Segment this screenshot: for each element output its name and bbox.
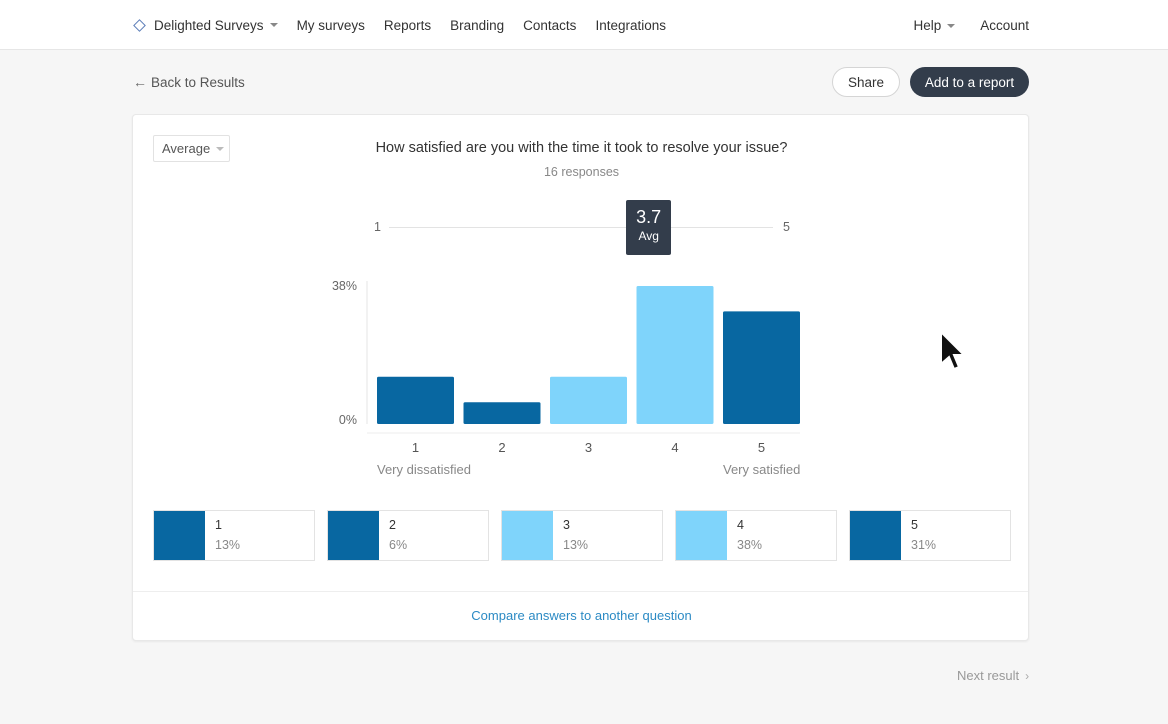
share-button[interactable]: Share	[832, 67, 900, 97]
nav-contacts[interactable]: Contacts	[523, 17, 577, 33]
x-tick-label: 2	[498, 440, 505, 455]
legend-percent: 6%	[389, 538, 408, 552]
bar-2	[463, 402, 541, 424]
bar-1	[377, 376, 454, 424]
y-tick-label: 38%	[332, 279, 357, 293]
brand-label: Delighted Surveys	[154, 17, 264, 33]
nav-branding[interactable]: Branding	[450, 17, 505, 33]
top-nav: Delighted Surveys My surveys Reports Bra…	[0, 0, 1168, 50]
chevron-right-icon: ›	[1025, 668, 1030, 683]
nav-my-surveys[interactable]: My surveys	[296, 17, 365, 33]
nav-integrations[interactable]: Integrations	[595, 17, 666, 33]
nav-account[interactable]: Account	[980, 17, 1029, 33]
result-card: Average How satisfied are you with the t…	[132, 114, 1029, 641]
legend-item-4: 4 38%	[675, 510, 837, 561]
legend-swatch	[328, 511, 379, 560]
average-marker: 3.7 Avg	[626, 200, 672, 255]
distribution-chart: 38% 0% 1 2 3 4 5	[332, 279, 800, 455]
scale-min-label: 1	[374, 220, 381, 234]
next-result-label: Next result	[957, 668, 1020, 683]
legend-item-5: 5 31%	[849, 510, 1011, 561]
compare-answers-link[interactable]: Compare answers to another question	[471, 608, 692, 623]
bar-5	[723, 311, 800, 424]
view-select-value: Average	[162, 141, 211, 156]
response-count: 16 responses	[543, 165, 620, 179]
nav-right: Help Account	[888, 0, 1029, 50]
back-label: Back to Results	[151, 74, 245, 90]
nav-help-dropdown[interactable]: Help	[913, 17, 956, 33]
nav-left: Delighted Surveys My surveys Reports Bra…	[133, 0, 685, 50]
brand-dropdown[interactable]: Delighted Surveys	[133, 18, 278, 33]
legend-item-2: 2 6%	[327, 510, 489, 561]
scale-max-label: 5	[783, 220, 790, 234]
legend-swatch	[850, 511, 901, 560]
legend-percent: 13%	[215, 538, 241, 552]
x-tick-label: 5	[758, 440, 765, 455]
average-label: Avg	[638, 229, 659, 243]
caret-down-icon	[269, 23, 278, 27]
legend-label: 1	[215, 518, 222, 532]
question-title: How satisfied are you with the time it t…	[375, 140, 788, 156]
y-tick-label: 0%	[339, 413, 357, 427]
legend-swatch	[502, 511, 553, 560]
bar-3	[550, 376, 627, 424]
end-label-high: Very satisfied	[723, 462, 801, 477]
average-value: 3.7	[636, 207, 662, 227]
divider	[133, 591, 1028, 592]
legend-label: 3	[563, 518, 570, 532]
legend-swatch	[154, 511, 205, 560]
x-tick-label: 1	[412, 440, 419, 455]
mouse-cursor-icon	[940, 330, 967, 371]
x-tick-label: 3	[585, 440, 592, 455]
nav-reports[interactable]: Reports	[383, 17, 432, 33]
caret-down-icon	[947, 23, 956, 28]
next-result-link[interactable]: Next result ›	[957, 668, 1029, 683]
brand-diamond-icon	[133, 18, 146, 32]
back-to-results-link[interactable]: ← Back to Results	[133, 74, 245, 90]
legend-label: 2	[389, 518, 396, 532]
legend-percent: 38%	[737, 538, 763, 552]
legend-swatch	[676, 511, 727, 560]
arrow-left-icon: ←	[133, 74, 147, 90]
legend-label: 4	[737, 518, 744, 532]
legend-label: 5	[911, 518, 918, 532]
legend-percent: 13%	[563, 538, 589, 552]
bar-4	[636, 286, 714, 424]
legend-item-3: 3 13%	[501, 510, 663, 561]
caret-down-icon	[216, 146, 225, 151]
add-to-report-button[interactable]: Add to a report	[910, 67, 1029, 97]
x-tick-label: 4	[671, 440, 678, 455]
legend-percent: 31%	[911, 538, 937, 552]
help-label: Help	[913, 17, 942, 33]
view-select[interactable]: Average	[153, 135, 230, 162]
average-scale-line	[389, 227, 773, 228]
legend-item-1: 1 13%	[153, 510, 315, 561]
end-label-low: Very dissatisfied	[377, 462, 471, 477]
